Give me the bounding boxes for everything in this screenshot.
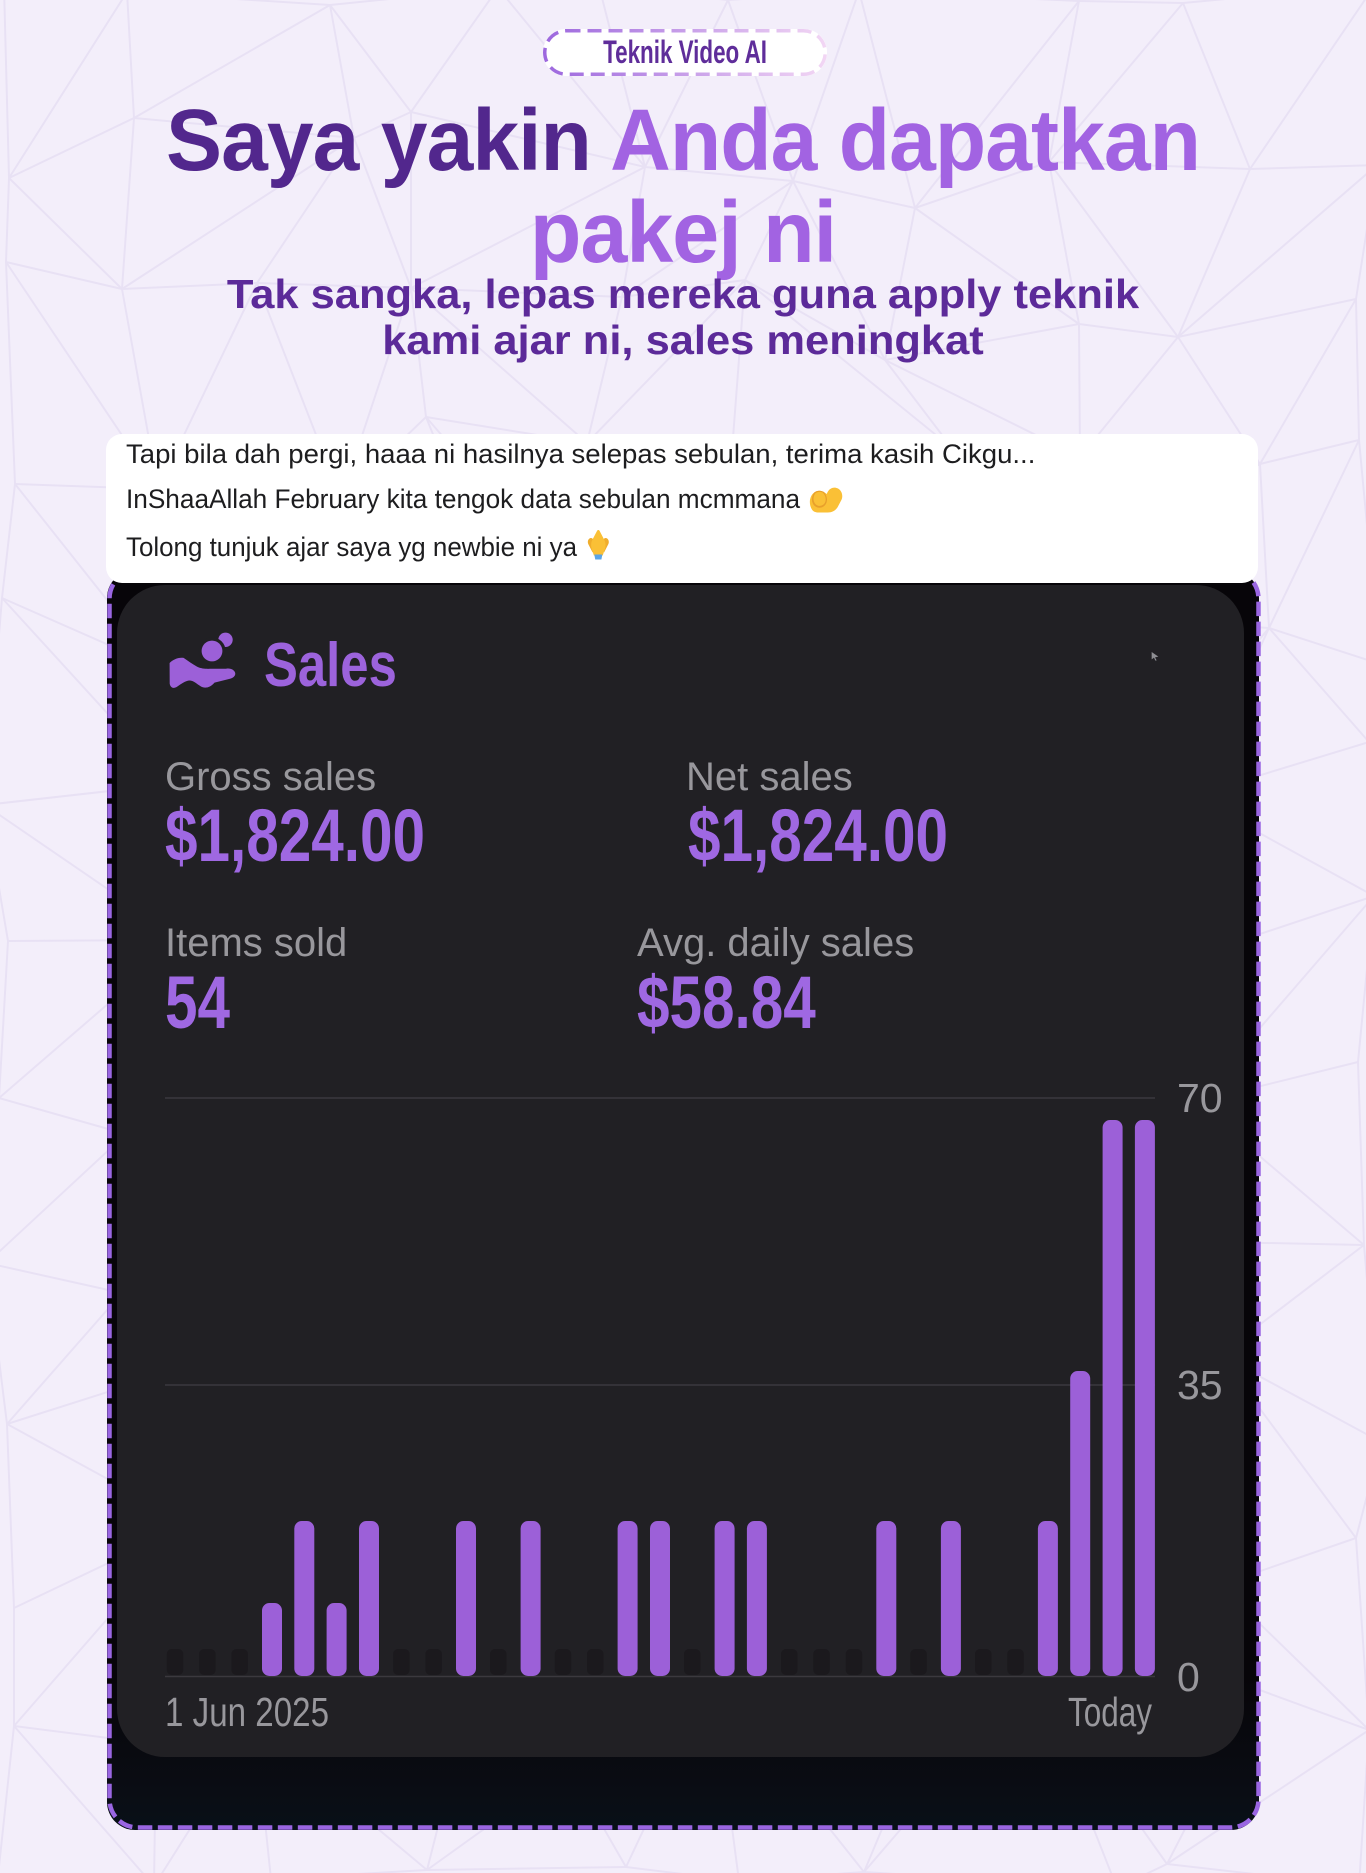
svg-text:70: 70 [1177,1080,1223,1121]
svg-text:1 Jun 2025: 1 Jun 2025 [165,1689,329,1735]
svg-text:0: 0 [1177,1654,1200,1700]
svg-text:Today: Today [1068,1689,1152,1735]
svg-text:35: 35 [1177,1362,1223,1408]
